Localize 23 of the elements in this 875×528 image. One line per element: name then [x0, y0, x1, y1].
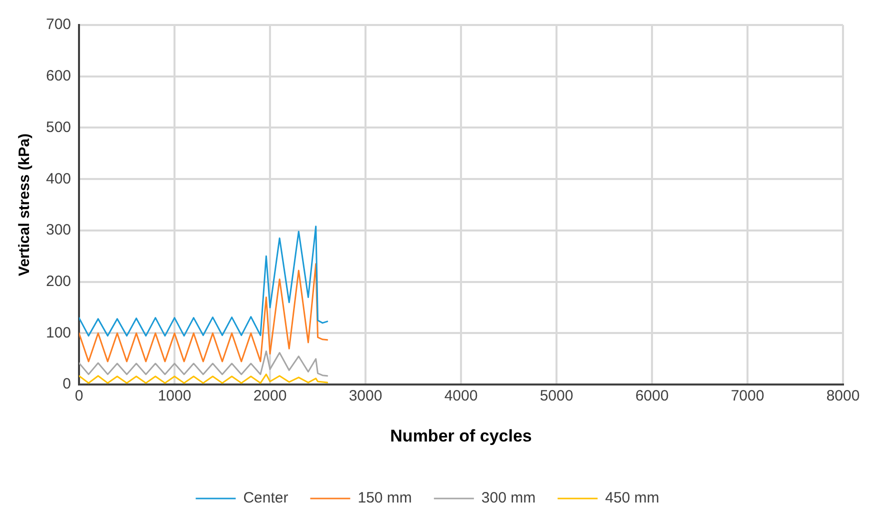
x-tick-label: 7000 — [730, 388, 764, 405]
legend-label: 150 mm — [358, 490, 412, 507]
x-tick-label: 4000 — [444, 388, 478, 405]
x-tick-label: 1000 — [158, 388, 192, 405]
x-tick-label: 3000 — [348, 388, 382, 405]
legend-label: Center — [243, 490, 288, 507]
y-tick-label: 600 — [46, 68, 72, 85]
y-tick-label: 0 — [62, 376, 72, 393]
y-axis-title: Vertical stress (kPa) — [16, 134, 34, 276]
x-tick-label: 0 — [74, 388, 84, 405]
x-tick-label: 2000 — [253, 388, 287, 405]
y-tick-label: 100 — [46, 324, 72, 342]
y-tick-label: 300 — [46, 222, 72, 239]
x-tick-label: 6000 — [635, 388, 669, 405]
legend-label: 450 mm — [605, 490, 660, 507]
y-tick-label: 400 — [46, 170, 72, 188]
y-tick-label: 700 — [46, 16, 72, 34]
x-tick-label: 8000 — [826, 388, 860, 405]
legend-label: 300 mm — [481, 490, 536, 507]
y-tick-label: 200 — [46, 273, 72, 290]
x-axis-title: Number of cycles — [390, 426, 532, 446]
x-tick-label: 5000 — [540, 388, 574, 405]
y-tick-label: 500 — [46, 118, 72, 136]
